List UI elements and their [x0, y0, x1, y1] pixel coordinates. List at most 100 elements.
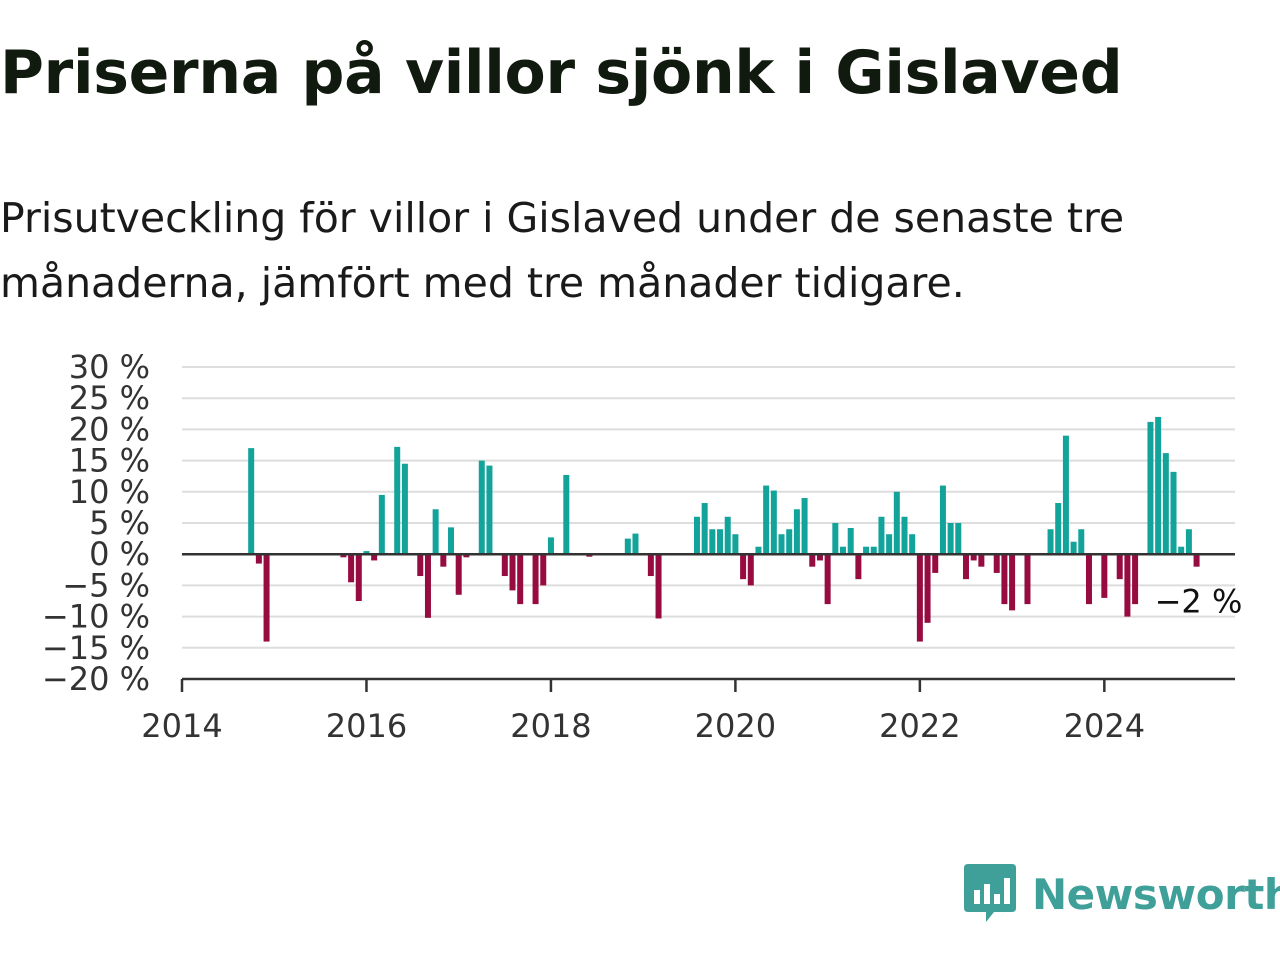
- bar: [717, 529, 724, 555]
- bar: [1062, 435, 1069, 555]
- bar: [547, 537, 554, 555]
- bar: [840, 546, 847, 555]
- x-tick-label: 2022: [879, 707, 960, 740]
- bar: [962, 554, 969, 580]
- x-tick-label: 2016: [326, 707, 407, 740]
- bar: [1178, 546, 1185, 555]
- bar: [1024, 554, 1031, 605]
- bar: [378, 494, 385, 555]
- y-tick-label: 5 %: [89, 504, 150, 542]
- bar: [770, 490, 777, 555]
- x-tick-label: 2024: [1064, 707, 1145, 740]
- bar: [732, 534, 739, 555]
- bar: [448, 527, 455, 555]
- bar: [809, 554, 816, 567]
- bar: [740, 554, 747, 580]
- bar: [801, 498, 808, 555]
- bar: [1085, 554, 1092, 605]
- bar: [1155, 416, 1162, 555]
- bar: [939, 485, 946, 555]
- last-value-label: −2 %: [1155, 583, 1243, 621]
- y-tick-label: −20 %: [42, 660, 150, 698]
- bar: [540, 554, 547, 586]
- bar: [1055, 503, 1062, 555]
- x-tick-label: 2014: [141, 707, 222, 740]
- bar: [586, 554, 593, 557]
- bar: [517, 554, 524, 605]
- bar: [832, 523, 839, 555]
- bar: [916, 554, 923, 642]
- bar: [755, 546, 762, 555]
- bar: [655, 554, 662, 619]
- x-tick-label: 2018: [510, 707, 591, 740]
- bar: [1070, 541, 1077, 555]
- bar: [440, 554, 447, 567]
- bars: [248, 416, 1200, 642]
- bar: [263, 554, 270, 642]
- y-tick-label: 30 %: [69, 348, 150, 386]
- bar: [893, 491, 900, 555]
- y-tick-label: −15 %: [42, 629, 150, 667]
- y-tick-label: 15 %: [69, 442, 150, 480]
- bar: [863, 546, 870, 555]
- x-tick-label: 2020: [695, 707, 776, 740]
- bar: [855, 554, 862, 580]
- bar: [724, 516, 731, 555]
- page-subtitle: Prisutveckling för villor i Gislaved und…: [0, 194, 1125, 307]
- bar: [870, 546, 877, 555]
- bar: [901, 516, 908, 555]
- bar: [1009, 554, 1016, 611]
- y-tick-label: 10 %: [69, 473, 150, 511]
- bar: [747, 554, 754, 586]
- bar: [886, 534, 893, 555]
- bar: [455, 554, 462, 595]
- bar: [709, 529, 716, 555]
- grid-lines: [182, 366, 1235, 649]
- bar: [355, 554, 362, 601]
- bar: [394, 446, 401, 555]
- bar: [463, 554, 470, 558]
- bar: [1116, 554, 1123, 580]
- bar: [1170, 471, 1177, 555]
- bar: [924, 554, 931, 623]
- bar: [847, 527, 854, 555]
- bar: [1078, 529, 1085, 555]
- bar: [432, 509, 439, 555]
- bar: [816, 554, 823, 561]
- bar: [632, 533, 639, 555]
- bar: [563, 474, 570, 555]
- newsworthy-logo-icon: [964, 864, 1016, 922]
- bar: [786, 529, 793, 555]
- page-title: Priserna på villor sjönk i Gislaved: [0, 38, 1123, 108]
- bar: [1147, 421, 1154, 555]
- bar: [486, 465, 493, 555]
- newsworthy-logo: Newsworthy: [964, 864, 1280, 924]
- bar: [532, 554, 539, 605]
- bar: [824, 554, 831, 605]
- y-tick-label: −10 %: [42, 598, 150, 636]
- x-axis-labels: 2014 2016 2018 2020 2022 2024: [141, 707, 1145, 740]
- bar: [363, 551, 370, 555]
- price-change-chart: 30 %25 %20 %15 %10 %5 %0 %−5 %−10 %−15 %…: [42, 348, 1243, 740]
- bar: [693, 516, 700, 555]
- bar: [624, 538, 631, 555]
- bar: [978, 554, 985, 567]
- bar: [955, 523, 962, 555]
- bar: [371, 554, 378, 561]
- bar: [947, 523, 954, 555]
- bar: [1185, 529, 1192, 555]
- bar: [401, 463, 408, 555]
- bar: [1047, 529, 1054, 555]
- y-axis-labels: 30 %25 %20 %15 %10 %5 %0 %−5 %−10 %−15 %…: [42, 348, 150, 698]
- bar: [878, 516, 885, 555]
- brand-name: Newsworthy: [1032, 869, 1280, 919]
- bar: [701, 503, 708, 555]
- bar: [1124, 554, 1131, 617]
- y-tick-label: 25 %: [69, 379, 150, 417]
- axes: [180, 552, 1235, 692]
- bar: [909, 534, 916, 555]
- bar: [255, 554, 262, 564]
- bar: [509, 554, 516, 591]
- bar: [417, 554, 424, 577]
- y-tick-label: 20 %: [69, 410, 150, 448]
